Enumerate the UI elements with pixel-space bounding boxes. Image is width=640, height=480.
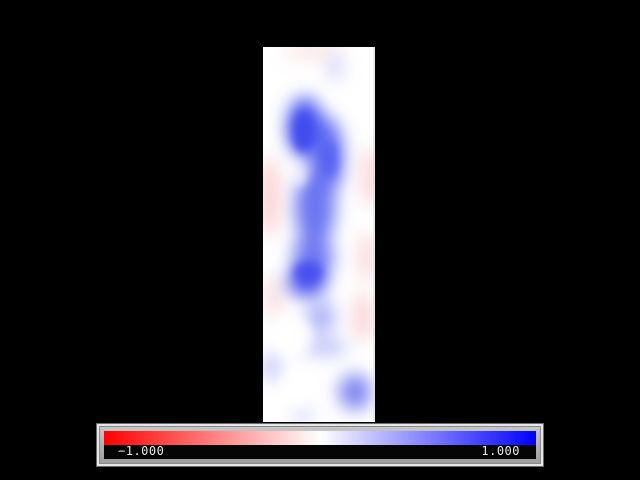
colorbar-min-label: −1.000 xyxy=(118,444,165,458)
colorbar-panel: −1.000 1.000 xyxy=(104,431,536,459)
scalar-field-plot xyxy=(263,47,375,422)
colorbar-max-label: 1.000 xyxy=(481,444,520,458)
colorbar-gradient xyxy=(104,431,536,445)
colorbar-legend: −1.000 1.000 xyxy=(96,423,544,467)
